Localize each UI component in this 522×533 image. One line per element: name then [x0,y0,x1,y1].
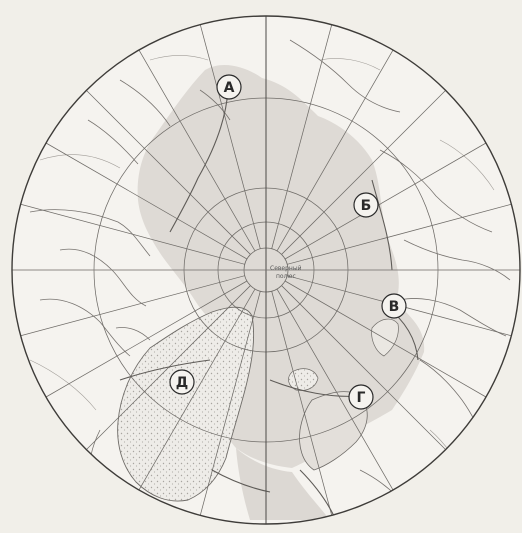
svg-text:Г: Г [357,390,366,406]
meridian-line [287,203,512,265]
novaya-zemlya [371,318,399,357]
meridians [12,16,520,524]
label-b: Б [353,192,379,218]
svalbard [288,368,319,391]
meridian-line [86,90,251,255]
svg-text:Д: Д [176,375,188,391]
svg-text:Б: Б [361,198,372,214]
meridian-line [284,280,487,398]
map-border [11,15,521,525]
arctic-ocean [137,64,425,469]
sea-east [236,448,330,520]
svg-text:А: А [224,80,235,96]
meridian-line [276,288,394,491]
meridian-line [276,49,394,252]
meridian-line [284,142,487,260]
meridian-line [271,24,333,249]
meridian-line [20,275,245,337]
meridian-line [199,291,261,516]
label-a: А [216,74,242,100]
meridian-line [199,24,261,249]
meridian-line [138,288,256,491]
svg-text:В: В [389,299,400,315]
axis-lines [12,16,520,524]
meridian-line [138,49,256,252]
label-v: В [381,293,407,319]
map-labels: А Б В Г Д [169,74,407,410]
meridian-line [45,142,248,260]
meridian-line [281,285,446,450]
meridian-line [20,203,245,265]
label-d: Д [169,369,195,395]
greenland-ice [117,306,255,502]
meridian-line [45,280,248,398]
meridian-line [271,291,333,516]
pole-label-line2: полюс [276,273,296,280]
label-g: Г [348,384,374,410]
north-pole-marker: Северный полюс [270,265,302,280]
meridian-line [281,90,446,255]
pole-label-line1: Северный [270,265,302,272]
